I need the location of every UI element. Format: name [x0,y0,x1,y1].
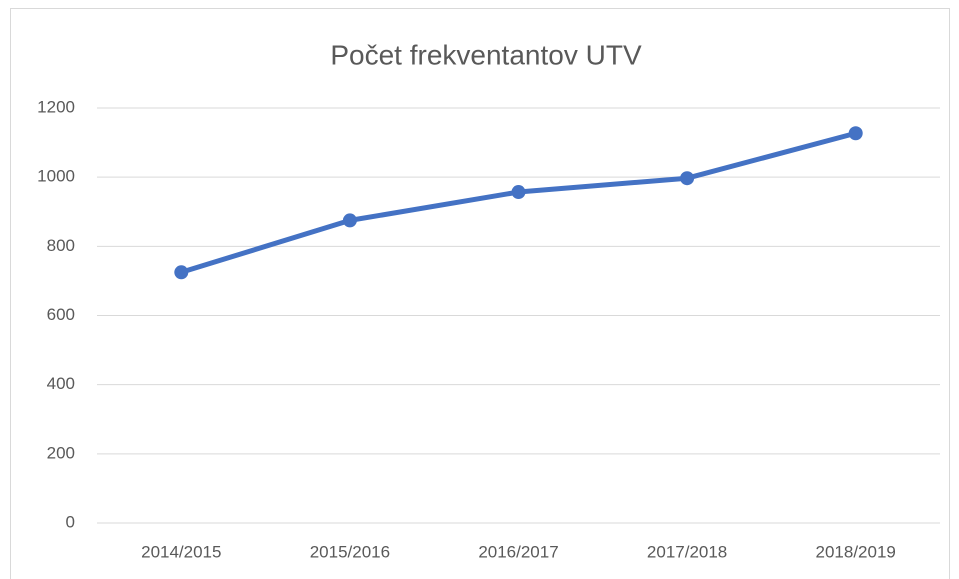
y-tick-label: 0 [66,512,75,531]
x-tick-label: 2016/2017 [478,542,558,561]
x-tick-label: 2014/2015 [141,542,221,561]
y-tick-label: 200 [47,443,75,462]
y-tick-label: 400 [47,374,75,393]
data-point [342,213,357,228]
x-tick-label: 2018/2019 [816,542,896,561]
chart-title: Počet frekventantov UTV [330,39,642,70]
data-point [174,265,189,280]
y-tick-label: 1200 [37,97,75,116]
x-tick-label: 2015/2016 [310,542,390,561]
chart-border [10,8,950,579]
y-tick-label: 600 [47,305,75,324]
data-point [511,185,526,200]
data-point [848,126,863,141]
y-tick-label: 1000 [37,167,75,186]
data-point [680,171,695,186]
y-tick-label: 800 [47,236,75,255]
x-tick-label: 2017/2018 [647,542,727,561]
